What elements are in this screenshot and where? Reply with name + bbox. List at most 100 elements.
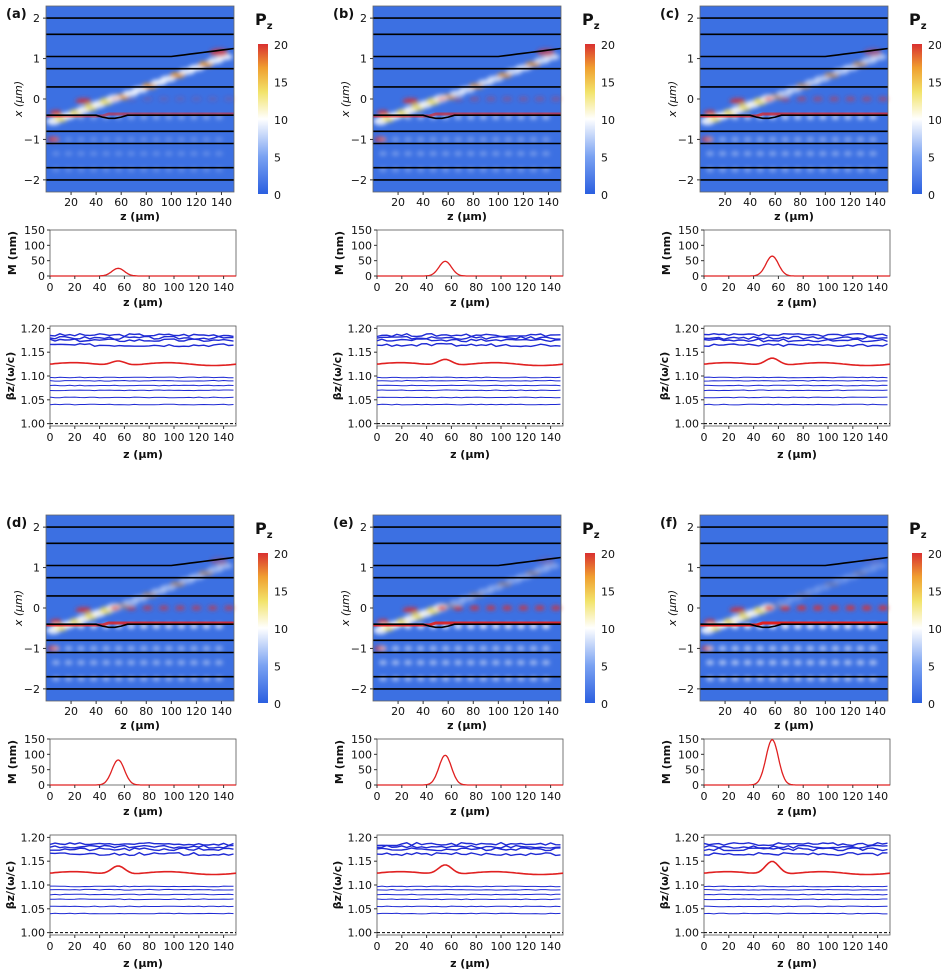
m-x-tick-label: 60 (771, 790, 785, 803)
beta-perturbed-line (376, 864, 564, 876)
colorbar-title: Pz (582, 10, 600, 32)
beta-mode-line (49, 403, 234, 406)
field-spot (416, 645, 425, 651)
field-spot (731, 660, 740, 666)
beta-perturbed-line (49, 865, 237, 876)
beta-y-label: βz/(ω/c) (331, 352, 344, 400)
beta-mode-line (703, 851, 888, 857)
field-spot (793, 660, 802, 666)
field-spot (379, 136, 388, 142)
colorbar (258, 553, 268, 703)
y-tick-label: 2 (360, 521, 367, 534)
m-y-tick-label: 0 (692, 779, 699, 792)
beta-mode-line (703, 841, 888, 847)
field-spot (768, 136, 777, 142)
colorbar-title-sub: z (594, 530, 600, 541)
colorbar-title: Pz (582, 519, 600, 541)
field-spot (52, 660, 61, 666)
beta-plot-frame (49, 834, 237, 936)
field-spot (441, 645, 450, 651)
field-spot (731, 676, 740, 682)
field-spot (379, 167, 388, 173)
field-spot (391, 645, 400, 651)
field-spot (469, 96, 480, 102)
beta-x-tick-label: 80 (469, 940, 483, 953)
beta-x-tick-label: 40 (747, 940, 761, 953)
colorbar (585, 44, 595, 194)
field-spot (441, 676, 450, 682)
y-tick-label: 2 (687, 521, 694, 534)
map-x-label: z (μm) (774, 719, 814, 732)
panel-label: (d) (6, 516, 27, 531)
beta-mode-line (49, 888, 234, 891)
beta-y-tick-label: 1.00 (675, 927, 700, 940)
m-y-tick-label: 0 (38, 270, 45, 283)
guide-line (373, 556, 562, 567)
field-spot (139, 167, 148, 173)
field-spot (429, 645, 438, 651)
field-spot (806, 167, 815, 173)
field-spot (114, 645, 123, 651)
beta-x-tick-label: 100 (818, 940, 839, 953)
field-map-background (373, 515, 561, 701)
field-spot (152, 167, 161, 173)
beta-y-tick-label: 1.10 (21, 370, 46, 383)
panel-label: (f) (660, 516, 678, 531)
guide-line (700, 623, 888, 629)
field-spot (491, 136, 500, 142)
field-spot (64, 151, 73, 157)
field-spot (856, 660, 865, 666)
field-spot (731, 136, 740, 142)
beta-mode-line (703, 384, 888, 387)
colorbar-tick: 0 (928, 189, 935, 202)
beta-x-label: z (μm) (450, 448, 490, 461)
x-tick-label: 40 (89, 196, 103, 209)
field-spot (189, 167, 198, 173)
m-y-label: M (nm) (660, 231, 673, 275)
m-x-tick-label: 0 (701, 790, 708, 803)
y-tick-label: −1 (351, 642, 367, 655)
field-spot (214, 645, 223, 651)
beta-x-tick-label: 100 (818, 431, 839, 444)
beta-mode-line (50, 847, 234, 852)
m-y-tick-label: 50 (358, 255, 372, 268)
beta-mode-line (703, 389, 888, 392)
field-spot (829, 605, 840, 611)
field-spot (485, 605, 496, 611)
field-spot (191, 605, 202, 611)
beta-x-tick-label: 140 (213, 431, 234, 444)
m-x-label: z (μm) (450, 805, 490, 818)
m-x-tick-label: 80 (796, 281, 810, 294)
m-x-tick-label: 0 (701, 281, 708, 294)
field-spot (454, 645, 463, 651)
beta-x-label: z (μm) (777, 448, 817, 461)
panel-label: (e) (333, 516, 354, 531)
map-y-label: x (μm) (666, 590, 679, 627)
colorbar-tick: 15 (601, 586, 615, 599)
beta-mode-line (376, 905, 561, 908)
beta-y-tick-label: 1.05 (675, 394, 700, 407)
m-x-tick-label: 20 (395, 281, 409, 294)
beta-x-tick-label: 0 (47, 940, 54, 953)
field-map-background (373, 6, 561, 192)
field-spot (114, 660, 123, 666)
field-spot (454, 660, 463, 666)
field-spot (441, 660, 450, 666)
field-spot (502, 605, 513, 611)
m-x-tick-label: 40 (420, 281, 434, 294)
field-spot (491, 645, 500, 651)
field-map-background (700, 6, 888, 192)
field-spot (729, 98, 746, 105)
beta-mode-line (376, 332, 561, 338)
beta-x-tick-label: 140 (540, 940, 561, 953)
colorbar-tick: 10 (928, 114, 941, 127)
guide-line (700, 47, 889, 58)
m-y-tick-label: 150 (678, 224, 699, 237)
field-spot (391, 151, 400, 157)
field-spot (416, 136, 425, 142)
x-tick-label: 80 (793, 196, 807, 209)
field-spot (829, 96, 840, 102)
field-spot (454, 151, 463, 157)
field-spot (189, 136, 198, 142)
